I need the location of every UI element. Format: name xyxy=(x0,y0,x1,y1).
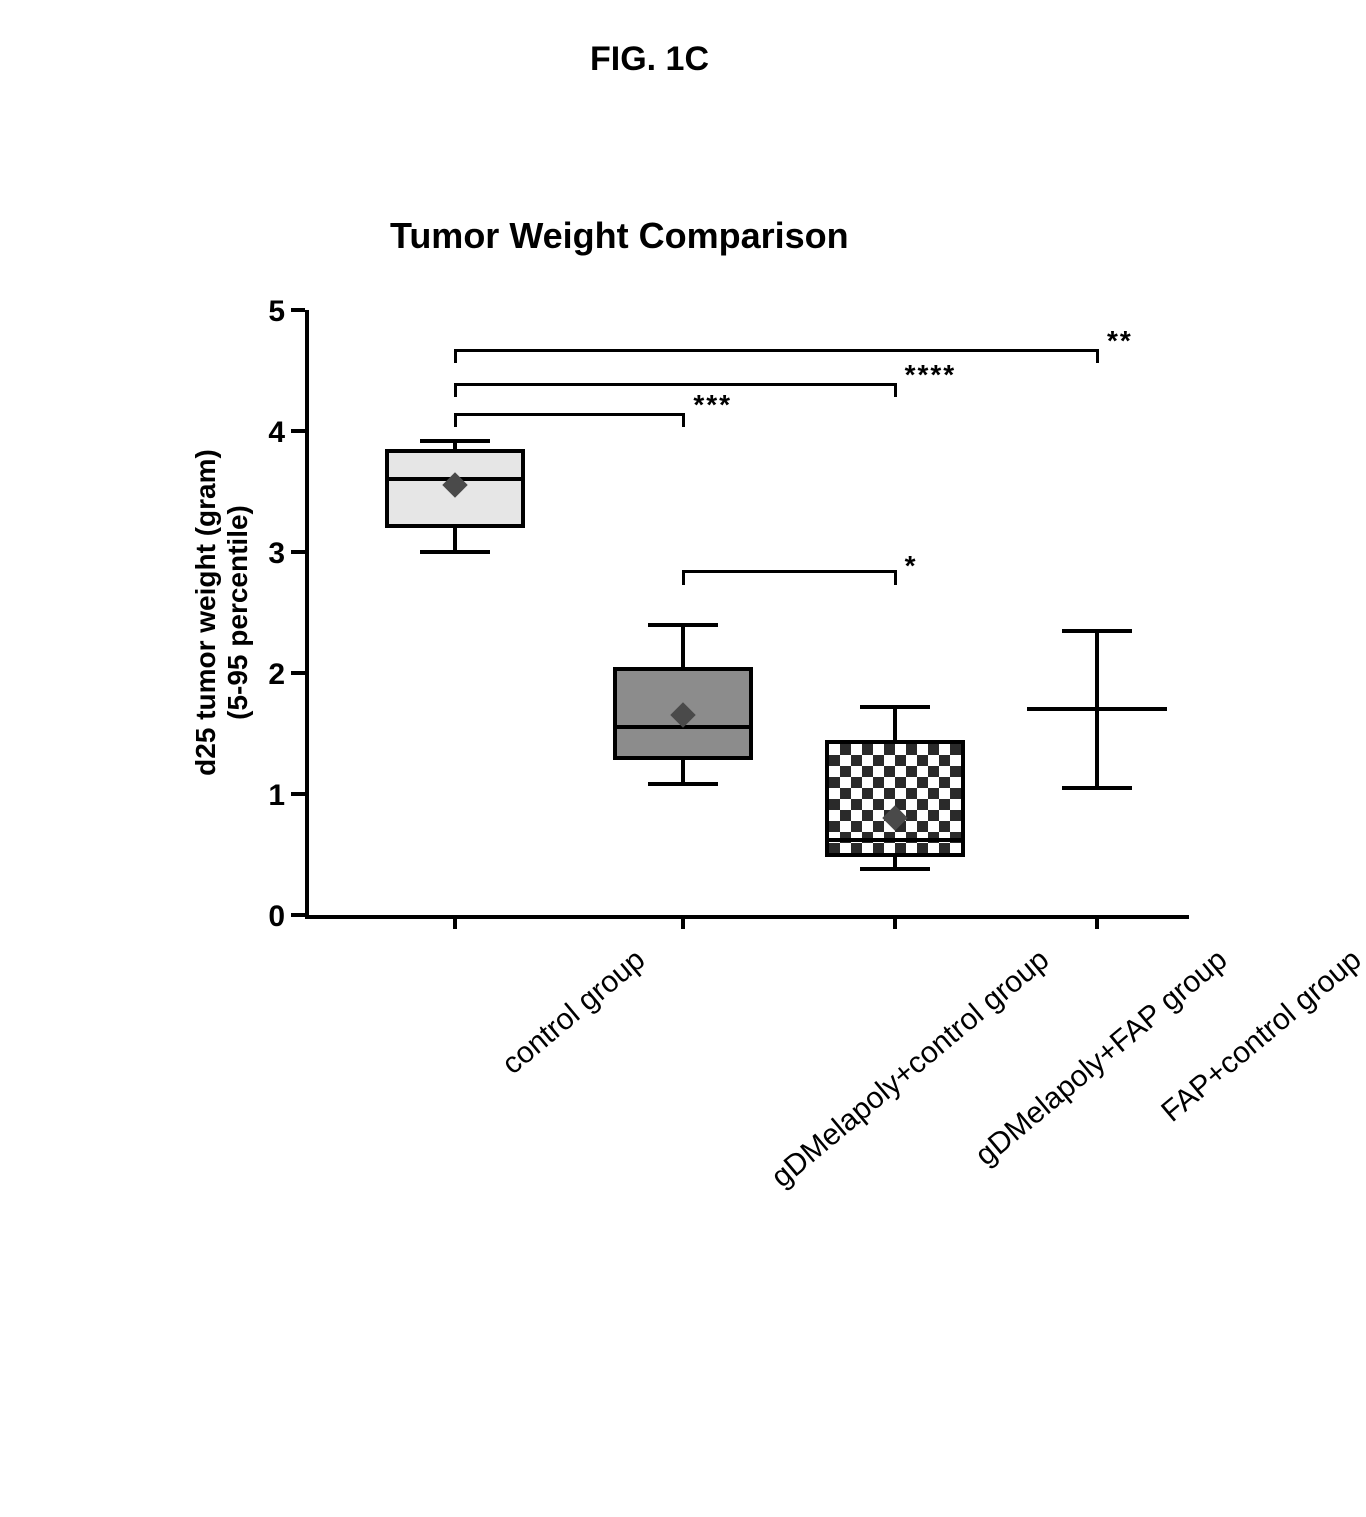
whisker-cap xyxy=(648,782,718,786)
whisker xyxy=(681,760,685,784)
y-tick xyxy=(291,550,305,554)
significance-bracket xyxy=(454,383,457,398)
y-axis-label: d25 tumor weight (gram) (5-95 percentile… xyxy=(190,340,254,885)
significance-bracket xyxy=(455,383,895,386)
whisker xyxy=(1095,709,1099,788)
significance-stars: ** xyxy=(1107,325,1133,357)
significance-bracket xyxy=(455,413,684,416)
significance-bracket xyxy=(894,570,897,585)
x-tick-label: gDMelapoly+control group xyxy=(766,943,1057,1195)
y-tick xyxy=(291,429,305,433)
y-tick xyxy=(291,913,305,917)
whisker-cap xyxy=(860,705,930,709)
x-tick xyxy=(893,915,897,929)
y-tick-label: 4 xyxy=(250,416,285,450)
whisker xyxy=(1095,631,1099,710)
whisker-cap xyxy=(420,439,490,443)
page: FIG. 1C Tumor Weight Comparison d25 tumo… xyxy=(0,0,1366,1517)
whisker-cap xyxy=(1062,629,1132,633)
whisker-cap xyxy=(420,550,490,554)
significance-bracket xyxy=(454,349,457,364)
y-tick xyxy=(291,792,305,796)
boxplot-median xyxy=(825,838,965,842)
significance-stars: **** xyxy=(905,359,957,391)
x-tick xyxy=(453,915,457,929)
significance-bracket xyxy=(682,570,685,585)
significance-bracket xyxy=(683,570,894,573)
y-tick-label: 3 xyxy=(250,537,285,571)
y-tick-label: 1 xyxy=(250,779,285,813)
significance-stars: *** xyxy=(693,389,732,421)
whisker-cap xyxy=(860,867,930,871)
y-tick-label: 0 xyxy=(250,900,285,934)
y-axis-label-line1: d25 tumor weight (gram) xyxy=(190,340,222,885)
whisker xyxy=(893,707,897,740)
significance-bracket xyxy=(682,413,685,428)
chart-title: Tumor Weight Comparison xyxy=(390,215,849,257)
figure-label: FIG. 1C xyxy=(590,40,709,79)
whisker xyxy=(681,625,685,667)
significance-bracket xyxy=(1096,349,1099,364)
y-tick xyxy=(291,671,305,675)
y-tick xyxy=(291,308,305,312)
whisker-cap xyxy=(648,623,718,627)
significance-bracket xyxy=(454,413,457,428)
x-tick-label: control group xyxy=(496,943,652,1082)
y-tick-label: 5 xyxy=(250,295,285,329)
whisker-cap xyxy=(1062,786,1132,790)
whisker xyxy=(453,528,457,552)
significance-bracket xyxy=(455,349,1097,352)
y-tick-label: 2 xyxy=(250,658,285,692)
plot-area xyxy=(305,310,1189,919)
x-tick xyxy=(681,915,685,929)
significance-bracket xyxy=(894,383,897,398)
significance-stars: * xyxy=(905,550,918,582)
x-tick xyxy=(1095,915,1099,929)
